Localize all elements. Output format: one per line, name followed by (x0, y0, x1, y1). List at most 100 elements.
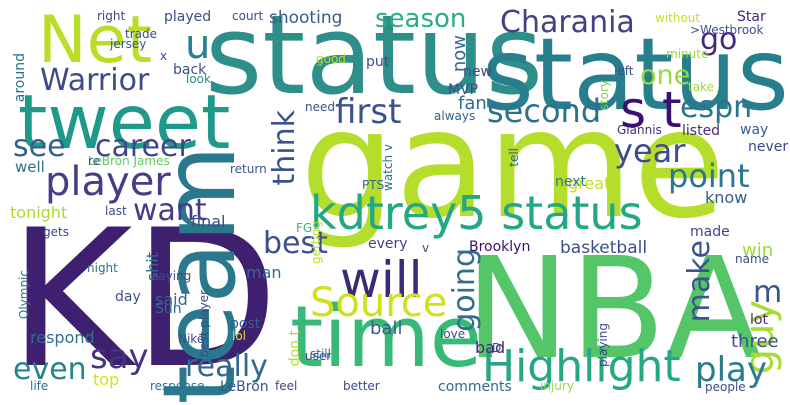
word-going: going (447, 248, 482, 332)
word-s-t: s t (620, 81, 682, 139)
word-nba: NBA (465, 228, 762, 391)
word-time: time (290, 288, 483, 387)
word-night: night (87, 261, 118, 275)
word-see: see (13, 129, 66, 164)
word-lol: lol (232, 329, 247, 343)
word-brooklyn: Brooklyn (469, 239, 531, 255)
word-giannis: Giannis (617, 123, 662, 137)
word-really: really (185, 349, 268, 384)
word-westbrook: >Westbrook (690, 23, 764, 37)
word-made: made (690, 224, 730, 240)
word-minute: minute (666, 47, 709, 61)
word-getting: getting (309, 221, 323, 264)
word-name: name (735, 252, 770, 266)
word-story: story (597, 80, 611, 111)
word-source: Source (310, 280, 448, 326)
word-shooting: shooting (269, 8, 343, 28)
word-best: best (263, 226, 328, 261)
word-point: point (668, 157, 750, 195)
word-don-t: don t (287, 330, 303, 367)
word-ball: ball (370, 318, 403, 339)
word-charania: Charania (500, 5, 635, 40)
word-take: take (688, 80, 714, 94)
word-without: without (655, 11, 701, 25)
word-even: even (13, 352, 87, 387)
word-gets: gets (43, 225, 69, 239)
word-people: people (705, 380, 746, 394)
word-will: will (340, 251, 423, 309)
word-season: season (375, 4, 467, 34)
word-year: year (614, 132, 686, 170)
word-espn: espn (680, 90, 753, 125)
word-still: still (310, 347, 331, 361)
word-play: play (695, 350, 767, 390)
word-said: said (155, 290, 188, 309)
word-every: every (368, 236, 408, 252)
word-x: x (160, 49, 168, 63)
word-kdtrey5-status: kdtrey5 status (310, 186, 643, 240)
word-need: need (305, 100, 335, 114)
word-tweet: tweet (18, 78, 231, 166)
word-d: D (492, 341, 502, 355)
word-think: think (267, 110, 302, 186)
word-tonight: tonight (10, 203, 68, 222)
word-player: player (45, 159, 171, 205)
word-kd: KD (8, 189, 279, 405)
word-last: last (105, 204, 127, 218)
word-bad: bad (475, 338, 506, 357)
word-sun: Sun (155, 301, 182, 317)
word-nike: Nike (178, 332, 205, 346)
word-day: day (115, 289, 141, 305)
word-playing: playing (596, 323, 610, 367)
word-better: better (343, 379, 380, 393)
word-final: final (191, 212, 226, 231)
word-next: next (555, 174, 587, 190)
word-game: game (300, 78, 726, 252)
word-mvp: MVP (448, 82, 479, 98)
word-one: one (640, 60, 691, 91)
word-court: court (232, 9, 264, 23)
word-v: v (422, 241, 430, 255)
word-u: u (185, 22, 211, 68)
word-status-large: status (205, 0, 544, 119)
word-right: right (97, 9, 126, 23)
word-look: look (186, 72, 211, 86)
word-user: user (305, 349, 332, 363)
word-always: always (434, 109, 476, 123)
word-injury: injury (540, 379, 574, 393)
word-olympic: Olympic (17, 270, 31, 320)
word-trade: trade (125, 27, 157, 41)
word-listed: listed (682, 123, 721, 139)
word-star: Star (737, 9, 766, 25)
word-good: good (316, 52, 346, 66)
word-back: back (173, 62, 207, 78)
word-love: love (440, 327, 466, 341)
word-first: first (335, 92, 402, 132)
word-say: say (90, 337, 149, 377)
word-put: put (366, 54, 390, 70)
word-way: way (740, 122, 769, 138)
word-warrior: Warrior (40, 63, 150, 98)
word-second: second (487, 92, 602, 130)
word-respond: respond (30, 328, 95, 347)
word-lebron-james: LeBron James (88, 154, 170, 168)
word-post: post (230, 316, 261, 332)
word-fg: FG (296, 221, 313, 235)
word-make: make (682, 240, 717, 323)
word-win: win (742, 240, 774, 261)
word-status-second: status (481, 16, 789, 133)
word-around: around (12, 53, 28, 103)
word-best-player: best player (197, 290, 211, 358)
word-left: left (614, 64, 634, 78)
word-played: played (164, 9, 212, 25)
word-saying: saying (152, 269, 192, 283)
word-m: m (753, 275, 783, 310)
word-lebron: LeBron (220, 379, 269, 395)
word-net: Net (38, 3, 153, 78)
word-feel: feel (275, 379, 298, 393)
word-return: return (230, 162, 267, 176)
word-lot: lot (750, 312, 768, 328)
word-career: career (95, 129, 191, 164)
word-basketball: basketball (560, 238, 648, 258)
